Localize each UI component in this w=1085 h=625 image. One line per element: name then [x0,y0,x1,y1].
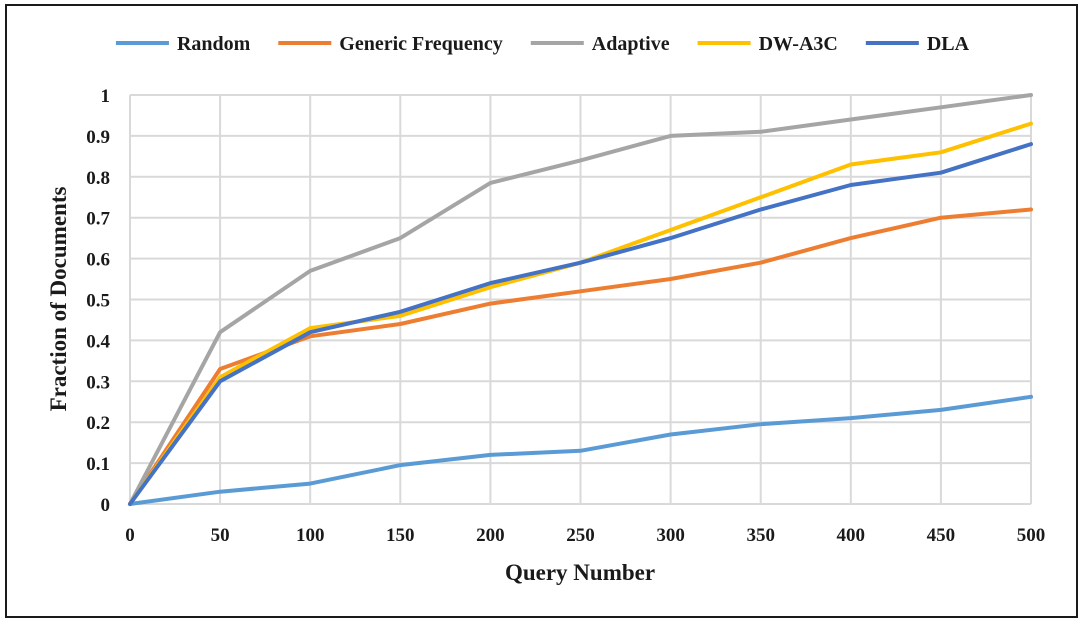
y-tick-labels: 0 0.1 0.2 0.3 0.4 0.5 0.6 0.7 0.8 0.9 1 [86,86,110,516]
x-tick-label: 100 [296,525,325,546]
y-tick-label: 0.1 [86,454,110,475]
legend-label: Random [177,33,251,55]
axes [129,95,1031,505]
x-axis-title: Query Number [505,560,655,585]
x-tick-label: 200 [476,525,505,546]
x-tick-label: 350 [746,525,775,546]
y-tick-label: 0.9 [86,127,110,148]
x-tick-label: 500 [1017,525,1046,546]
y-tick-label: 0.5 [86,291,110,312]
y-tick-label: 0.8 [86,168,110,189]
y-tick-label: 0.7 [86,209,110,230]
legend-label: DLA [927,33,970,55]
x-tick-label: 400 [837,525,866,546]
chart-frame [5,4,1078,618]
y-axis-title: Fraction of Documents [46,187,71,412]
legend-label: Adaptive [592,33,670,55]
series-line-random [128,394,1033,506]
series-lines [128,93,1033,506]
y-tick-label: 0.3 [86,372,110,393]
x-tick-label: 300 [656,525,685,546]
legend-label: DW-A3C [759,33,838,55]
y-tick-label: 0.6 [86,250,110,271]
y-tick-label: 1 [101,86,111,107]
y-tick-label: 0 [101,495,111,516]
x-tick-label: 50 [211,525,230,546]
x-tick-label: 150 [386,525,415,546]
x-tick-label: 450 [927,525,956,546]
legend: Random Generic Frequency Adaptive DW-A3C DLA [115,33,970,55]
x-tick-labels: 0 50 100 150 200 250 300 350 400 450 500 [125,525,1045,546]
y-tick-label: 0.2 [86,413,110,434]
x-tick-label: 250 [566,525,595,546]
x-tick-label: 0 [125,525,135,546]
y-tick-label: 0.4 [86,331,110,352]
series-line-adaptive [128,93,1033,506]
series-line-dla [128,142,1033,506]
grid-lines [130,94,1032,504]
legend-label: Generic Frequency [339,33,502,55]
